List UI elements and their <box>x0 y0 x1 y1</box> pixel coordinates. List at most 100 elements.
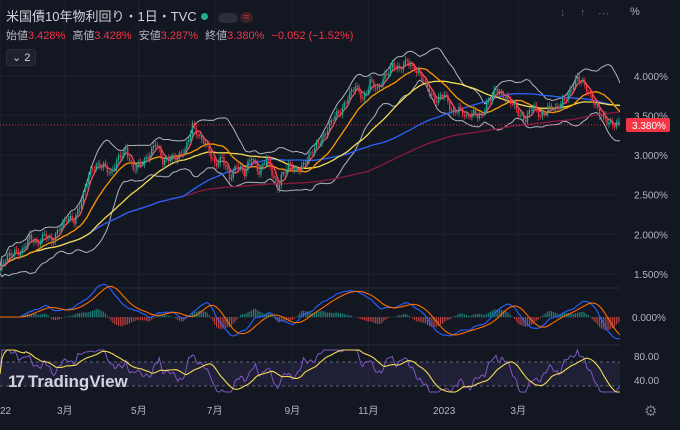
toggle-switch[interactable] <box>217 12 238 23</box>
candle-body <box>339 112 342 115</box>
candle-body <box>178 152 181 159</box>
candle-body <box>136 165 138 171</box>
candle-body <box>197 134 199 136</box>
macd-histogram-bar <box>116 317 118 326</box>
candle-body <box>474 109 477 115</box>
symbol-header[interactable]: 米国債10年物利回り・1日・TVC ≈ <box>6 6 254 25</box>
macd-histogram-bar <box>563 313 565 318</box>
candle-body <box>106 166 109 173</box>
candle-body <box>569 89 571 94</box>
macd-histogram-bar <box>338 312 340 318</box>
candle-body <box>138 161 140 166</box>
macd-histogram-bar <box>234 317 236 323</box>
macd-histogram-bar <box>241 314 243 318</box>
candle-body <box>78 208 81 210</box>
x-tick-label: 2023 <box>433 406 456 417</box>
candle-body <box>519 114 521 116</box>
macd-histogram-bar <box>408 315 410 318</box>
macd-histogram-bar <box>201 310 203 318</box>
candle-body <box>539 116 542 118</box>
macd-histogram-bar <box>552 311 554 318</box>
y-axis[interactable]: 4.000% 3.500% 3.000% 2.500% 2.000% 1.500% 3.38… <box>620 0 680 430</box>
arrow-down-icon[interactable]: ↓ <box>560 7 566 19</box>
macd-histogram-bar <box>278 317 280 323</box>
macd-histogram-bar <box>386 317 388 319</box>
macd-histogram-bar <box>523 317 525 327</box>
macd-histogram-bar <box>256 309 258 318</box>
candle-body <box>497 89 499 95</box>
macd-histogram-bar <box>75 313 77 318</box>
grid <box>0 0 620 392</box>
macd-histogram-bar <box>449 317 451 320</box>
candle-body <box>578 76 580 83</box>
macd-histogram-bar <box>321 311 323 318</box>
candle-body <box>164 159 166 165</box>
candle-body <box>356 85 358 87</box>
candle-body <box>115 160 118 168</box>
candle-body <box>447 95 449 103</box>
macd-histogram-bar <box>308 311 310 318</box>
candle-body <box>282 172 284 175</box>
scale-unit[interactable]: % <box>630 6 640 18</box>
candle-body <box>234 166 236 171</box>
candle-body <box>217 162 220 166</box>
macd-histogram-bar <box>351 315 353 318</box>
candle-body <box>64 220 66 222</box>
macd-histogram-bar <box>186 317 188 319</box>
macd-histogram-bar <box>556 313 558 318</box>
candle-body <box>17 251 20 256</box>
macd-histogram-bar <box>599 317 601 328</box>
candle-body <box>439 94 442 97</box>
more-icon[interactable]: ⋯ <box>598 8 609 20</box>
macd-histogram-bar <box>315 311 317 318</box>
macd-histogram-bar <box>539 317 541 318</box>
candle-body <box>45 233 47 239</box>
candle-body <box>360 91 362 99</box>
candle-body <box>504 97 506 100</box>
macd-histogram-bar <box>56 317 58 320</box>
macd-histogram-bar <box>106 315 108 318</box>
candle-body <box>456 112 458 114</box>
macd-histogram-bar <box>55 317 57 321</box>
macd-histogram-bar <box>119 317 121 327</box>
compare-toggle-icon[interactable]: ≈ <box>239 12 254 24</box>
indicator-collapse-button[interactable]: ⌄ 2 <box>6 49 37 66</box>
candle-body <box>387 74 390 76</box>
gear-icon[interactable]: ⚙ <box>644 403 658 420</box>
candle-body <box>188 140 190 142</box>
macd-histogram-bar <box>497 309 499 318</box>
macd-histogram-bar <box>495 309 497 318</box>
macd-histogram-bar <box>154 316 156 318</box>
macd-histogram-bar <box>502 310 504 318</box>
macd-histogram-bar <box>84 312 86 318</box>
candle-body <box>291 165 294 170</box>
macd-histogram-bar <box>73 314 75 318</box>
candle-body <box>558 106 560 108</box>
candle-body <box>112 169 114 172</box>
macd-histogram-bar <box>47 315 49 318</box>
macd-histogram-bar <box>462 313 464 318</box>
close-value: 3.380% <box>227 30 265 42</box>
candle-body <box>121 156 123 158</box>
candle-body <box>432 94 434 96</box>
candle-body <box>147 157 149 160</box>
macd-histogram-bar <box>532 317 534 324</box>
x-axis[interactable]: 2022 3月 5月 7月 9月 11月 2023 3月 <box>0 405 526 417</box>
candle-body <box>254 159 257 163</box>
candle-body <box>534 105 536 107</box>
rsi-y-tick-label: 80.00 <box>634 352 659 363</box>
tradingview-logo-mark: 17 <box>8 372 25 391</box>
macd-histogram-bar <box>103 311 105 318</box>
macd-histogram-bar <box>49 316 51 318</box>
macd-histogram-bar <box>452 316 454 318</box>
macd-histogram-bar <box>301 311 303 318</box>
rsi-line <box>0 348 620 393</box>
candle-body <box>236 166 238 168</box>
symbol-title[interactable]: 米国債10年物利回り・1日・TVC <box>6 9 197 24</box>
candle-body <box>154 144 157 146</box>
candle-body <box>82 192 84 203</box>
x-tick-label: 5月 <box>131 405 147 417</box>
arrow-up-icon[interactable]: ↑ <box>580 7 586 19</box>
candle-body <box>67 217 70 221</box>
